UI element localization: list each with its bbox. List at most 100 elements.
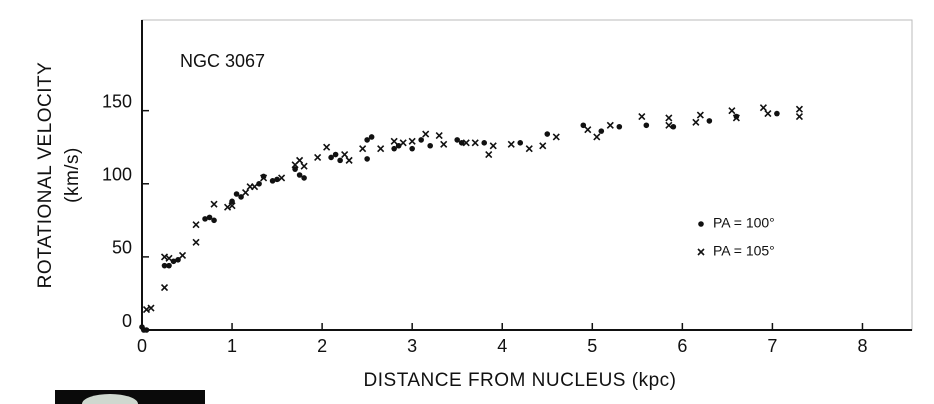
thumbnail-highlight bbox=[82, 394, 138, 404]
cross-stroke bbox=[228, 202, 236, 210]
dot-point bbox=[296, 172, 303, 178]
cross-point bbox=[732, 114, 740, 122]
cross-point bbox=[584, 126, 592, 134]
legend-item: PA = 105° bbox=[697, 243, 775, 259]
cross-point bbox=[665, 114, 673, 122]
dot-point bbox=[292, 166, 298, 172]
x-tick-label: 4 bbox=[497, 336, 507, 356]
cross-stroke bbox=[485, 150, 493, 159]
cross-point bbox=[440, 140, 448, 148]
cross-point bbox=[390, 137, 398, 145]
annotation: NGC 3067 bbox=[180, 51, 265, 71]
dot-point bbox=[733, 113, 740, 120]
cross-point bbox=[593, 133, 601, 141]
cross-point bbox=[795, 112, 803, 121]
dot-point bbox=[368, 134, 375, 140]
cross-stroke bbox=[764, 110, 772, 118]
dot-point bbox=[409, 145, 415, 152]
cross-stroke bbox=[260, 174, 268, 182]
x-axis-label: DISTANCE FROM NUCLEUS (kpc) bbox=[364, 370, 677, 391]
cross-point bbox=[228, 202, 236, 210]
dot-point bbox=[233, 191, 240, 197]
y-tick-label: 0 bbox=[122, 311, 132, 331]
dot-point bbox=[454, 137, 461, 143]
cross-stroke bbox=[593, 133, 601, 141]
dot-point bbox=[211, 217, 217, 224]
cross-point bbox=[345, 156, 353, 164]
cross-point bbox=[485, 150, 493, 159]
cross-point bbox=[696, 111, 704, 119]
cross-stroke bbox=[178, 251, 187, 259]
dot-point bbox=[580, 122, 587, 129]
cross-stroke bbox=[242, 188, 250, 197]
cross-point bbox=[759, 104, 767, 112]
cross-point bbox=[539, 142, 547, 150]
cross-stroke bbox=[192, 238, 200, 246]
cross-stroke bbox=[759, 104, 767, 112]
y-axis-label: (km/s) bbox=[62, 147, 83, 203]
cross-stroke bbox=[341, 150, 349, 159]
cross-stroke bbox=[399, 139, 407, 147]
cross-stroke bbox=[552, 133, 560, 141]
cross-stroke bbox=[390, 137, 398, 145]
dot-point bbox=[418, 137, 424, 143]
x-tick-label: 7 bbox=[767, 336, 777, 356]
cross-stroke bbox=[323, 143, 331, 151]
dot-point bbox=[337, 157, 343, 164]
dot-point bbox=[175, 257, 181, 263]
dot-point bbox=[161, 262, 168, 269]
x-tick-label: 1 bbox=[227, 336, 237, 356]
cross-stroke bbox=[377, 145, 385, 153]
cross-point bbox=[192, 238, 200, 246]
cross-stroke bbox=[665, 121, 673, 129]
dot-point bbox=[202, 216, 208, 222]
dot-point bbox=[229, 198, 235, 205]
cross-point bbox=[638, 112, 646, 121]
dot-point bbox=[427, 142, 433, 149]
cross-stroke bbox=[300, 162, 308, 170]
cross-stroke bbox=[160, 284, 169, 292]
cross-point bbox=[697, 248, 705, 256]
cross-point bbox=[692, 118, 700, 126]
cross-point bbox=[323, 143, 331, 151]
cross-point bbox=[606, 121, 614, 129]
cross-stroke bbox=[539, 142, 547, 150]
cross-stroke bbox=[408, 137, 416, 145]
dot-point bbox=[598, 128, 605, 134]
cross-stroke bbox=[314, 153, 322, 162]
dot-point bbox=[332, 151, 339, 158]
dot-point bbox=[544, 131, 551, 137]
dot-point bbox=[517, 140, 524, 146]
dot-point bbox=[364, 137, 370, 143]
cross-stroke bbox=[435, 131, 443, 140]
cross-stroke bbox=[692, 118, 700, 126]
cross-stroke bbox=[606, 121, 614, 129]
x-tick-label: 6 bbox=[677, 336, 687, 356]
legend-item: PA = 100° bbox=[698, 215, 775, 231]
cross-point bbox=[192, 221, 200, 229]
cross-stroke bbox=[507, 140, 515, 148]
cross-stroke bbox=[697, 248, 705, 256]
cross-point bbox=[242, 188, 250, 197]
cross-point bbox=[278, 174, 286, 182]
cross-stroke bbox=[210, 200, 218, 208]
legend-label: PA = 100° bbox=[713, 215, 775, 231]
cross-stroke bbox=[696, 111, 704, 119]
cross-point bbox=[160, 284, 169, 292]
dot-point bbox=[391, 145, 397, 152]
dot-point bbox=[364, 156, 370, 162]
cross-point bbox=[552, 133, 560, 141]
legend-label: PA = 105° bbox=[713, 243, 775, 259]
cross-stroke bbox=[422, 130, 430, 138]
cross-point bbox=[178, 251, 187, 259]
dot-point bbox=[301, 175, 307, 181]
cross-point bbox=[314, 153, 322, 162]
cross-stroke bbox=[192, 221, 200, 229]
cross-point bbox=[359, 145, 367, 153]
cross-stroke bbox=[728, 107, 736, 115]
dot-point bbox=[256, 180, 262, 187]
dot-point bbox=[458, 140, 465, 146]
cross-stroke bbox=[251, 183, 259, 191]
